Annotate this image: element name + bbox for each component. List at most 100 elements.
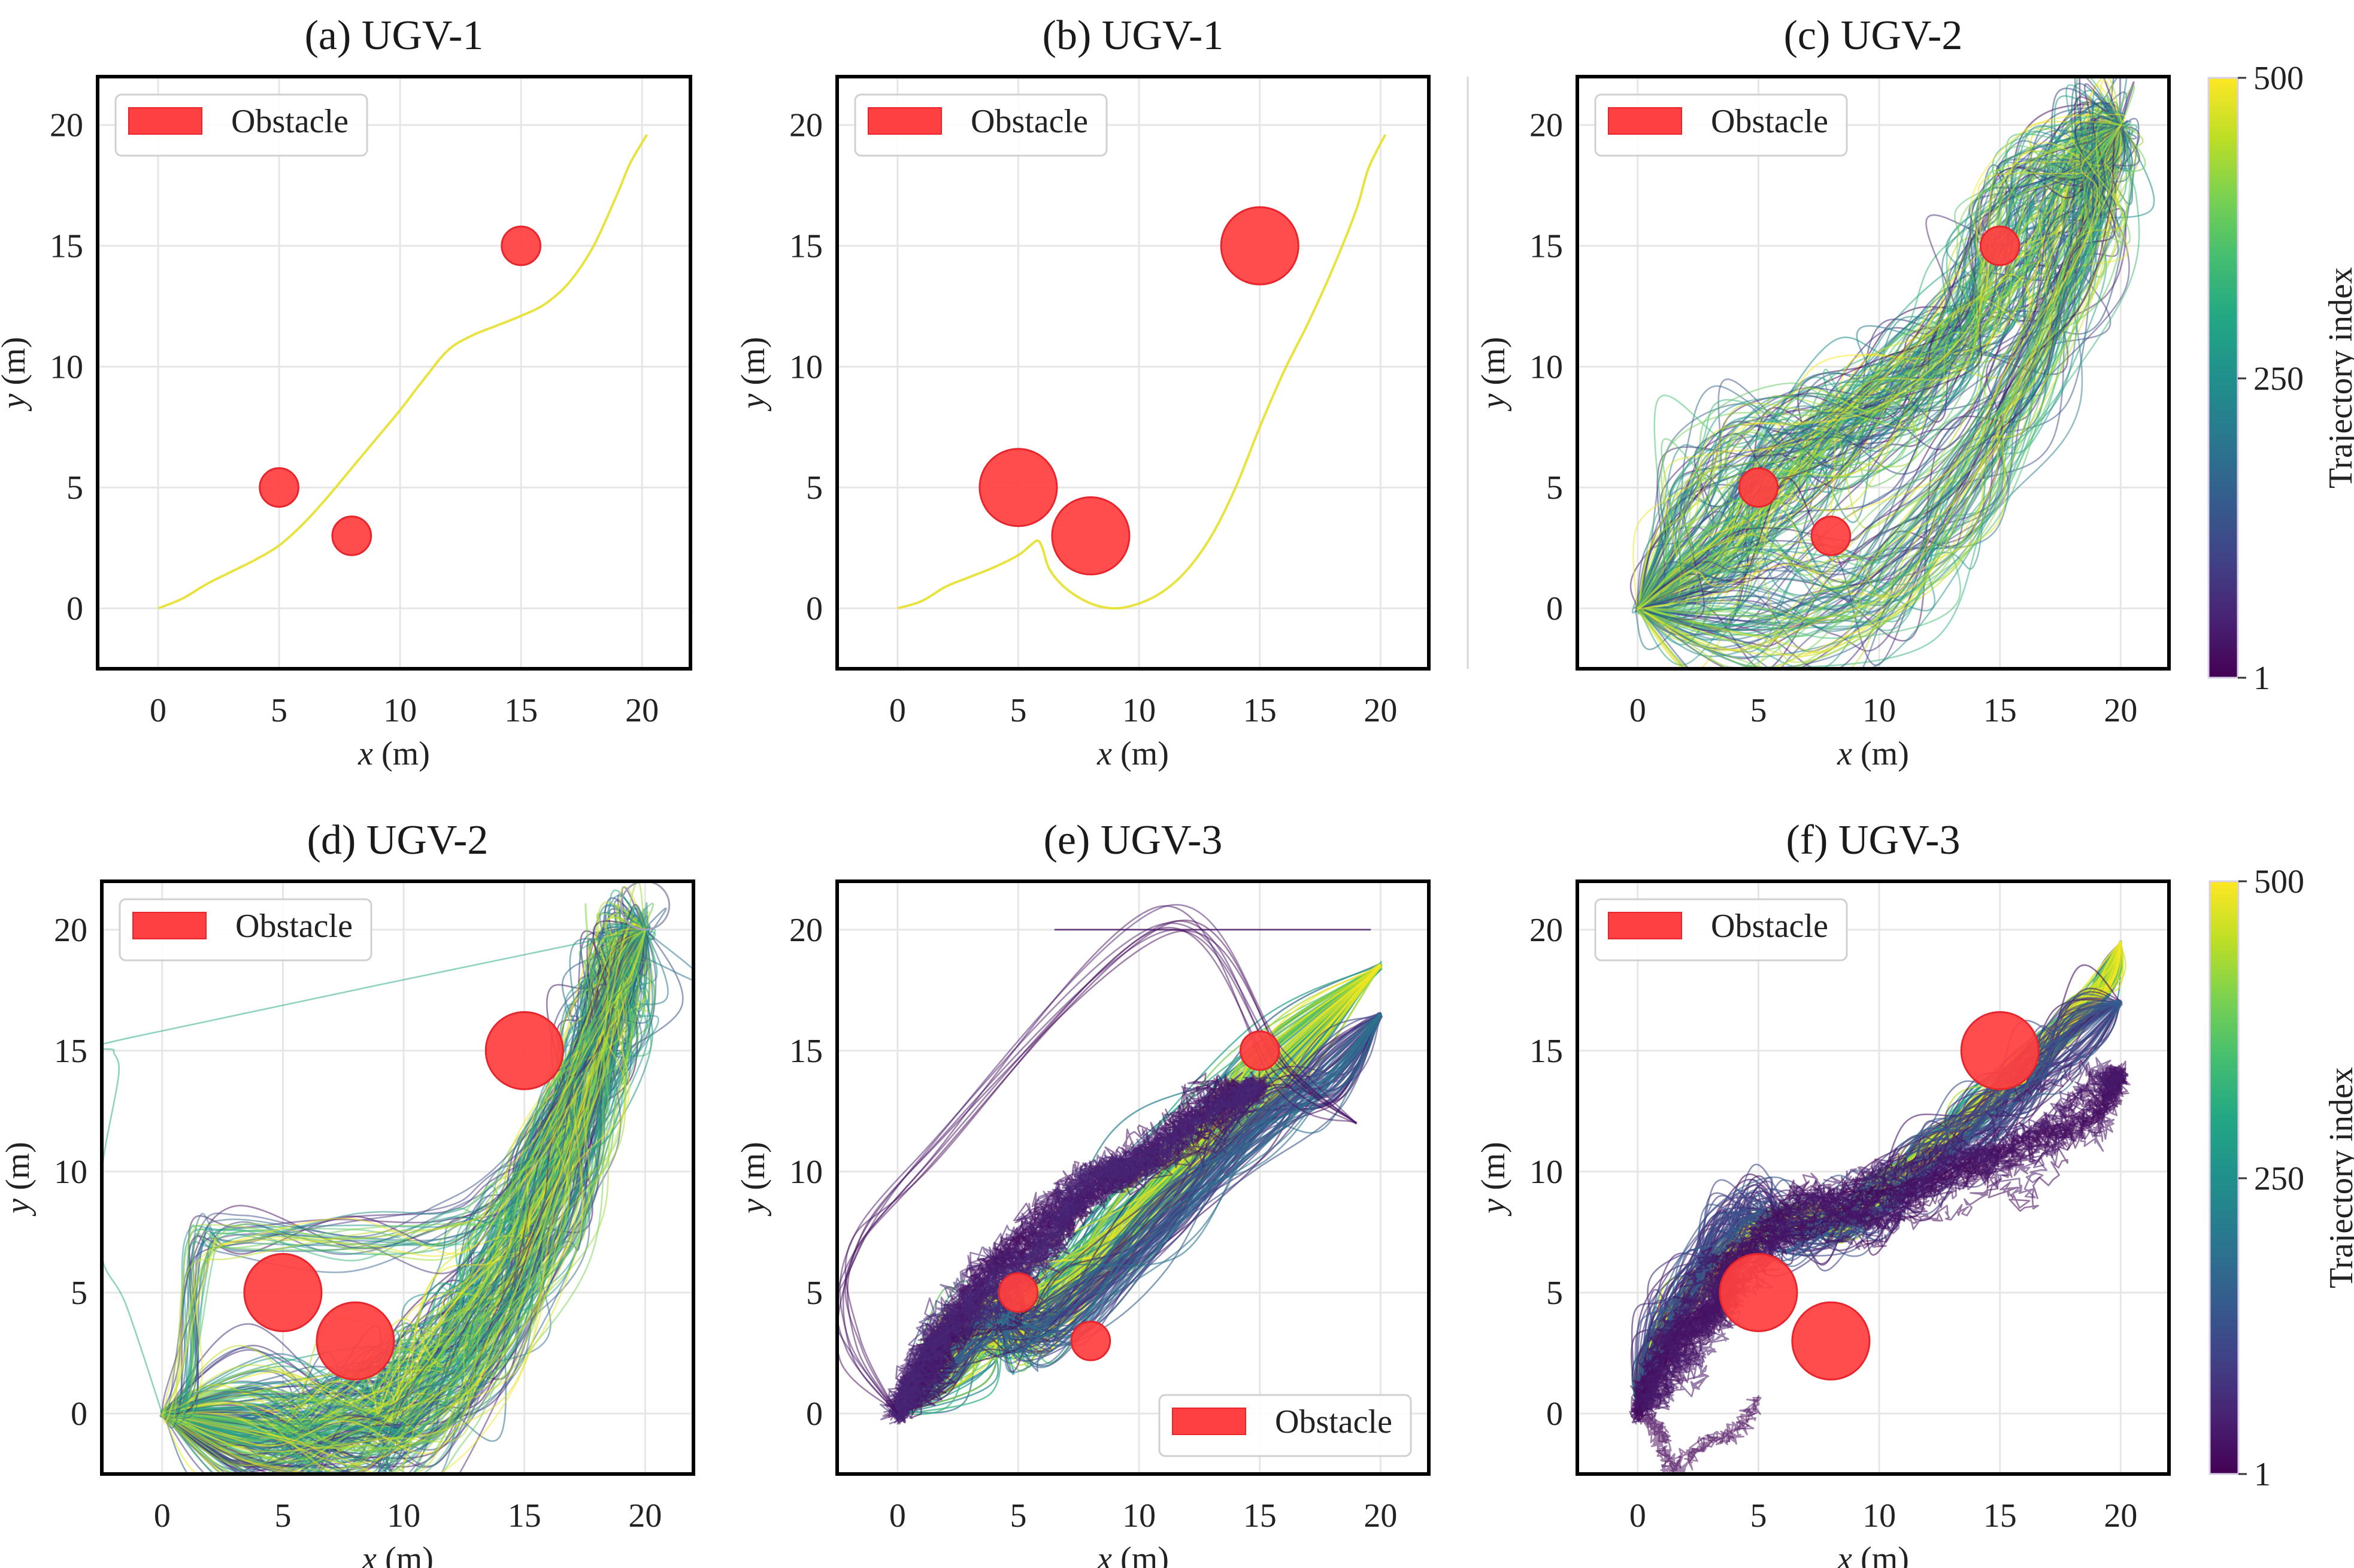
x-tick-label: 20 [1364, 1497, 1397, 1534]
obstacle-circle [243, 1252, 323, 1332]
x-tick-label: 20 [2104, 692, 2137, 729]
colorbar-gradient [2207, 77, 2239, 679]
y-tick-label: 15 [789, 1033, 823, 1070]
trajectory-line [1632, 125, 2122, 611]
trajectory-line [1637, 117, 2121, 608]
y-tick-label: 10 [789, 1154, 823, 1191]
trajectory-line [161, 930, 646, 1474]
obstacle-circle [1810, 515, 1852, 556]
trajectory-line [1637, 125, 2122, 609]
panel-title: (d) UGV-2 [307, 817, 489, 863]
obstacle-circle [1220, 206, 1299, 286]
trajectory-line [157, 134, 649, 609]
legend: Obstacle [1594, 93, 1848, 157]
x-tick-label: 10 [1122, 692, 1156, 729]
trajectory-line [1638, 125, 2122, 627]
trajectory-bundle [1629, 1057, 2131, 1425]
obstacle-circle [978, 448, 1058, 527]
trajectory-line [1636, 111, 2122, 645]
colorbar-tick-label: 1 [2253, 660, 2270, 697]
x-axis-label: x (m) [1837, 735, 1909, 772]
x-tick-label: 5 [1010, 692, 1026, 729]
x-tick-label: 15 [1983, 692, 2017, 729]
y-axis-label-var: y [0, 1199, 37, 1217]
trajectory-line [883, 1079, 1271, 1423]
y-tick-label: 20 [1529, 107, 1563, 144]
obstacle-circle [259, 467, 299, 508]
x-axis-label: x (m) [1096, 1540, 1169, 1568]
y-tick-label: 10 [54, 1154, 87, 1191]
x-tick-label: 20 [2104, 1497, 2137, 1534]
plot-content [1629, 940, 2131, 1474]
trajectory-line [1637, 126, 2122, 609]
x-tick-label: 5 [271, 692, 287, 729]
trajectory-line [1637, 125, 2121, 609]
y-tick-label: 5 [71, 1275, 87, 1312]
trajectory-line [886, 1076, 1261, 1423]
trajectory-line [1631, 120, 2132, 614]
y-tick-label: 0 [71, 1396, 87, 1433]
y-axis-label: y (m) [0, 337, 32, 412]
x-tick-label: 10 [1862, 1497, 1896, 1534]
y-axis-label: y (m) [735, 1142, 772, 1217]
panel-title: (c) UGV-2 [1784, 13, 1963, 59]
trajectory-line [1632, 1063, 2122, 1417]
legend: Obstacle [114, 93, 368, 157]
trajectory-line [1638, 126, 2120, 609]
trajectory-line [160, 929, 647, 1414]
y-axis-label-unit: (m) [735, 1142, 772, 1199]
trajectory-bundle [1632, 1395, 1762, 1474]
trajectory-line [1637, 125, 2122, 608]
x-tick-label: 5 [1010, 1497, 1026, 1534]
obstacle-circle [501, 225, 541, 266]
y-tick-label: 15 [1529, 228, 1563, 265]
panel-title: (a) UGV-1 [305, 13, 484, 59]
obstacle-circle [1051, 496, 1131, 576]
x-axis-label-var: x [1096, 735, 1112, 772]
y-tick-label: 15 [789, 228, 823, 265]
y-axis-label: y (m) [0, 1142, 37, 1217]
x-tick-label: 0 [1629, 692, 1646, 729]
trajectory-bundle [157, 134, 649, 609]
y-tick-label: 20 [54, 912, 87, 949]
plot-content [1629, 77, 2155, 669]
x-tick-label: 0 [889, 1497, 906, 1534]
trajectory-line [1637, 126, 2120, 608]
y-tick-label: 5 [66, 469, 83, 507]
trajectory-line [163, 930, 645, 1474]
x-tick-label: 0 [1629, 1497, 1646, 1534]
x-tick-label: 0 [889, 692, 906, 729]
x-tick-label: 15 [1243, 692, 1277, 729]
x-axis-label: x (m) [1837, 1540, 1909, 1568]
x-tick-label: 15 [1243, 1497, 1277, 1534]
trajectory-line [1637, 122, 2128, 669]
axes-frame [835, 75, 1431, 671]
obstacle-circle [1979, 225, 2020, 266]
trajectory-line [1636, 126, 2128, 669]
plot-area [98, 77, 690, 669]
y-tick-label: 20 [789, 912, 823, 949]
x-axis-label: x (m) [1096, 735, 1169, 772]
trajectory-line [1637, 117, 2122, 669]
axes-frame [1576, 75, 2171, 671]
panel-title: (b) UGV-1 [1043, 13, 1224, 59]
trajectory-line [102, 929, 646, 1414]
y-axis-label: y (m) [735, 337, 772, 412]
legend-swatch [132, 912, 207, 939]
x-axis-label-unit: (m) [1112, 1540, 1169, 1568]
obstacle-circle [1719, 1252, 1798, 1332]
y-axis-label-unit: (m) [0, 337, 32, 394]
trajectory-bundle [879, 1064, 1273, 1426]
trajectory-line [1638, 122, 2120, 610]
x-tick-label: 15 [508, 1497, 541, 1534]
trajectory-line [897, 1014, 1382, 1415]
trajectory-line [1636, 124, 2122, 609]
x-tick-label: 10 [387, 1497, 420, 1534]
trajectory-line [162, 929, 646, 1414]
trajectory-line [161, 930, 646, 1427]
trajectory-line [160, 932, 656, 1474]
trajectory-line [161, 930, 645, 1474]
x-axis-label-var: x [361, 1540, 377, 1568]
x-axis-label-unit: (m) [1852, 735, 1909, 772]
